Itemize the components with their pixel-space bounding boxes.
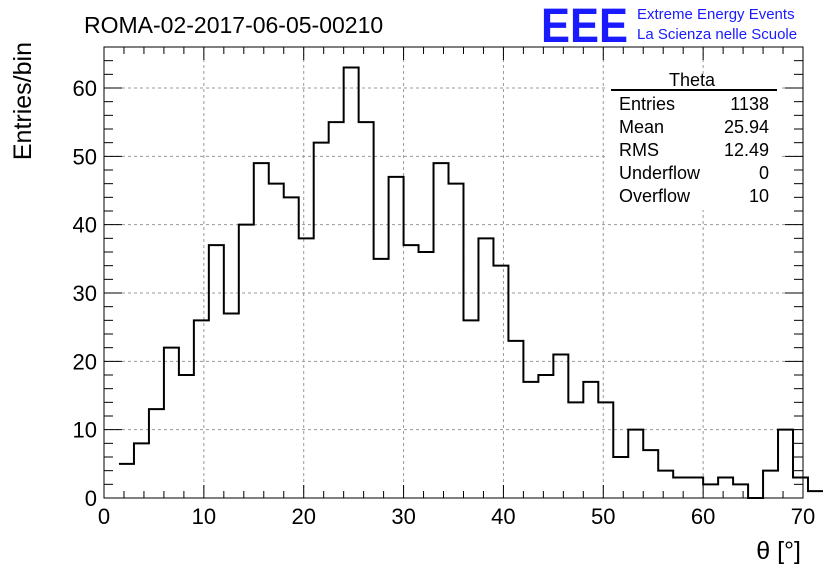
y-tick-label: 40: [73, 213, 97, 238]
y-tick-label: 50: [73, 144, 97, 169]
eee-logo: EEE: [541, 0, 628, 53]
stats-label: RMS: [619, 140, 659, 160]
x-tick-label: 40: [491, 504, 515, 529]
stats-label: Mean: [619, 117, 664, 137]
y-axis-ticks: 0 10 20 30 40 50 60: [73, 46, 803, 511]
stats-value: 10: [749, 186, 769, 206]
x-tick-label: 30: [391, 504, 415, 529]
x-tick-label: 0: [98, 504, 110, 529]
x-tick-label: 70: [791, 504, 815, 529]
x-tick-label: 50: [591, 504, 615, 529]
x-tick-label: 20: [291, 504, 315, 529]
y-tick-label: 30: [73, 281, 97, 306]
x-axis-label: θ [°]: [756, 537, 801, 565]
stats-box: Theta Entries 1138 Mean 25.94 RMS 12.49 Underf…: [608, 70, 780, 210]
stats-value: 0: [759, 163, 769, 183]
y-axis-label: Entries/bin: [9, 42, 37, 160]
stats-value: 1138: [730, 94, 769, 114]
stats-label: Entries: [619, 94, 675, 114]
y-tick-label: 20: [73, 349, 97, 374]
stats-label: Overflow: [619, 186, 691, 206]
histogram-step-line: [118, 66, 823, 499]
x-tick-label: 10: [192, 504, 216, 529]
logo-subtitle-line1: Extreme Energy Events: [637, 6, 795, 23]
stats-title: Theta: [669, 70, 716, 90]
run-title: ROMA-02-2017-06-05-00210: [84, 12, 383, 38]
grid-lines: [104, 47, 803, 498]
y-tick-label: 60: [73, 76, 97, 101]
logo-subtitle-line2: La Scienza nelle Scuole: [637, 26, 797, 43]
stats-label: Underflow: [619, 163, 701, 183]
stats-value: 25.94: [724, 117, 769, 137]
y-tick-label: 10: [73, 418, 97, 443]
x-axis-ticks: 0 10 20 30 40 50 60 70: [98, 47, 815, 529]
stats-value: 12.49: [724, 140, 769, 160]
x-tick-label: 60: [691, 504, 715, 529]
plot-frame: [103, 46, 804, 499]
y-tick-label: 0: [85, 486, 97, 511]
